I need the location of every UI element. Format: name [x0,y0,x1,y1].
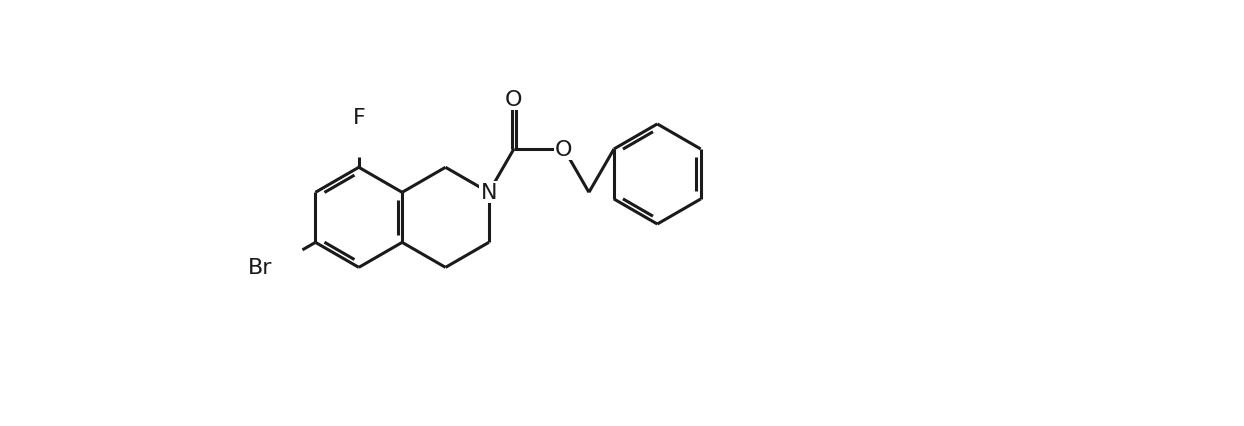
Text: Br: Br [248,258,272,278]
Text: O: O [505,90,522,109]
Text: F: F [352,108,366,128]
Text: N: N [480,183,498,203]
Text: O: O [555,140,572,160]
